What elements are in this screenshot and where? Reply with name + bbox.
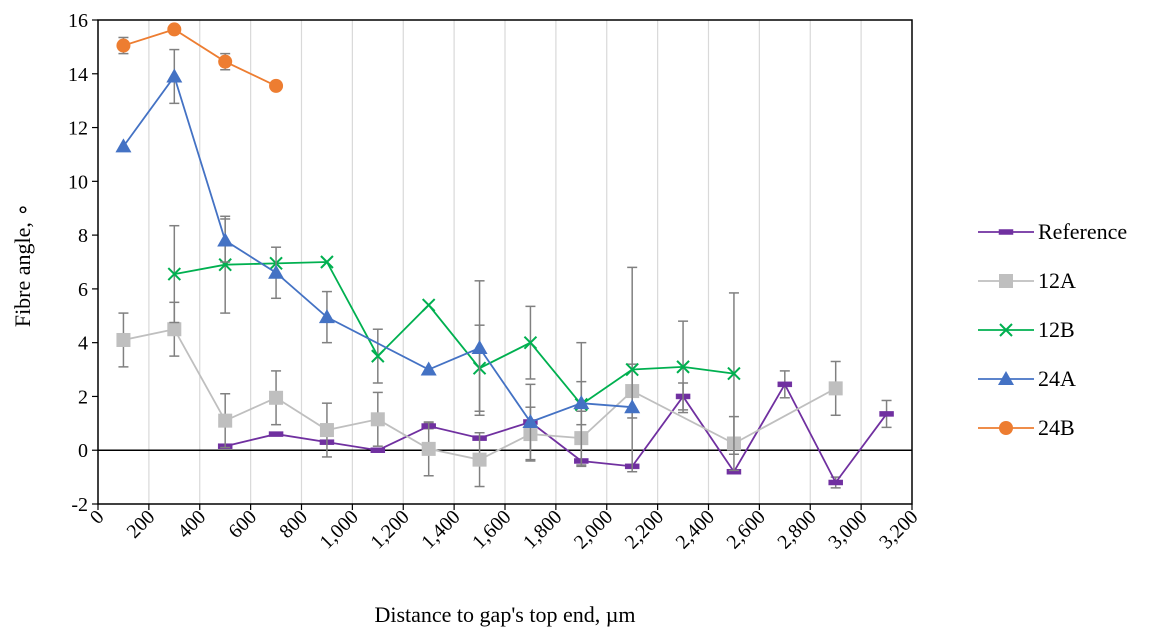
marker-triangle — [318, 309, 335, 324]
marker-square — [319, 423, 334, 438]
marker-x-stroke — [676, 360, 690, 374]
series-line — [224, 382, 888, 485]
marker-x-stroke — [727, 366, 741, 381]
marker-square — [370, 412, 385, 427]
x-tick-label: 800 — [275, 506, 312, 543]
y-tick-label: 14 — [68, 64, 88, 86]
x-tick-label: 200 — [123, 506, 160, 543]
marker-dash — [268, 431, 284, 437]
x-tick-label: 3,200 — [875, 506, 922, 553]
legend-layer: Reference 12A 12B 24A 24B — [978, 219, 1127, 440]
x-tick-label: 2,200 — [621, 506, 668, 553]
legend-label: Reference — [1038, 219, 1127, 244]
grid-layer — [148, 20, 862, 504]
x-tick-label: 1,000 — [316, 506, 363, 553]
marker-triangle — [522, 413, 539, 428]
x-tick-label: 2,600 — [723, 506, 770, 553]
marker-square — [421, 441, 436, 456]
marker-triangle — [217, 232, 234, 247]
y-tick-label: 0 — [78, 440, 88, 462]
marker-dash — [370, 447, 386, 453]
marker-square — [999, 274, 1013, 288]
marker-circle — [999, 421, 1013, 435]
y-tick-label: 6 — [78, 279, 88, 301]
marker-square — [167, 322, 182, 337]
y-tick-label: 10 — [68, 171, 88, 193]
y-tick-label: 8 — [78, 225, 88, 247]
marker-x-stroke — [371, 349, 385, 363]
x-axis-title: Distance to gap's top end, µm — [374, 602, 635, 627]
marker-triangle — [420, 361, 437, 376]
marker-circle — [269, 78, 284, 93]
series-line — [174, 261, 735, 406]
marker-x-stroke — [523, 335, 538, 350]
y-axis-title: Fibre angle, ∘ — [10, 203, 35, 327]
marker-square — [116, 332, 131, 347]
y-tick-label: 4 — [78, 333, 88, 355]
x-tick-label: 400 — [174, 506, 211, 543]
marker-x-stroke — [320, 255, 334, 269]
marker-x-stroke — [421, 298, 436, 312]
marker-triangle — [998, 371, 1014, 385]
legend-entry-24a: 24A — [978, 366, 1076, 391]
marker-dash — [777, 381, 793, 388]
y-tick-label: 12 — [68, 118, 88, 140]
marker-dash — [879, 411, 894, 417]
x-tick-label: 2,000 — [570, 506, 617, 553]
legend-entry-24b: 24B — [978, 415, 1075, 440]
y-tick-label: 2 — [78, 386, 88, 408]
y-tick-label: 16 — [68, 10, 88, 32]
x-tick-label: 3,000 — [824, 506, 871, 553]
legend-entry-reference: Reference — [978, 219, 1127, 244]
y-tick-label: -2 — [71, 494, 88, 516]
x-tick-label: 1,600 — [468, 506, 515, 553]
x-tick-label: 0 — [86, 506, 109, 529]
x-tick-label: 1,800 — [519, 506, 566, 553]
marker-triangle — [166, 68, 183, 83]
marker-circle — [218, 54, 233, 69]
x-tick-label: 2,800 — [773, 506, 820, 553]
legend-label: 12A — [1038, 268, 1076, 293]
marker-x-stroke — [167, 267, 182, 281]
marker-square — [269, 390, 284, 405]
legend-label: 24B — [1038, 415, 1075, 440]
marker-circle — [167, 22, 182, 37]
series-24b — [116, 22, 284, 93]
x-tick-label: 1,400 — [417, 506, 464, 553]
series-line — [123, 28, 277, 87]
marker-triangle — [268, 264, 285, 279]
marker-triangle — [115, 138, 132, 153]
marker-dash — [998, 229, 1014, 235]
x-tick-label: 1,200 — [366, 506, 413, 553]
marker-x-stroke — [625, 362, 639, 377]
marker-x-stroke — [999, 323, 1013, 337]
marker-dash — [828, 479, 843, 486]
x-tick-label: 600 — [224, 506, 261, 543]
legend-label: 12B — [1038, 317, 1075, 342]
x-tick-label: 2,400 — [672, 506, 719, 553]
marker-square — [828, 381, 843, 396]
marker-triangle — [573, 395, 590, 410]
legend-entry-12b: 12B — [978, 317, 1075, 342]
marker-square — [472, 452, 487, 467]
series-layer — [115, 22, 894, 489]
series-24a — [115, 48, 641, 461]
marker-triangle — [471, 340, 488, 355]
marker-square — [218, 413, 233, 428]
marker-x-stroke — [218, 257, 232, 272]
legend-entry-12a: 12A — [978, 268, 1076, 293]
marker-triangle — [624, 399, 641, 414]
marker-circle — [116, 38, 131, 53]
series-line — [122, 74, 633, 424]
legend-label: 24A — [1038, 366, 1076, 391]
